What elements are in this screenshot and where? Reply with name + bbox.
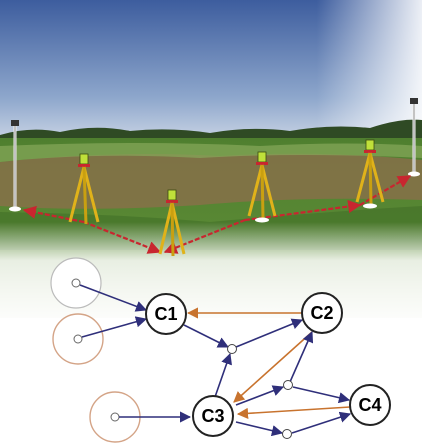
- control-point-c1-label: C1: [154, 304, 177, 324]
- control-point-c3: C3: [192, 395, 234, 437]
- light-field: [0, 143, 422, 162]
- control-point-c3-label: C3: [201, 406, 224, 426]
- survey-pole-icon: [408, 98, 420, 177]
- plowed-field: [0, 153, 422, 209]
- control-point-c4: C4: [349, 384, 391, 426]
- intermediate-point-3: [282, 429, 292, 439]
- edge-c3-p3: [235, 421, 284, 437]
- edge-p2-c2: [289, 330, 314, 383]
- edge-p1-c2: [235, 318, 304, 348]
- known-point-1: [50, 257, 102, 309]
- known-point-2: [52, 313, 104, 365]
- control-point-c4-label: C4: [358, 395, 381, 415]
- sky-edge-fade: [0, 0, 422, 140]
- tripod-total-station-icon: [68, 153, 100, 225]
- tripod-total-station-icon: [158, 189, 186, 257]
- tripod-total-station-icon: [355, 139, 385, 209]
- edge-p2-c4: [292, 386, 351, 404]
- edge-c2-c3: [233, 331, 313, 403]
- edge-kp1-c1: [79, 284, 148, 312]
- edge-c4-c3: [236, 406, 351, 419]
- control-point-c1: C1: [145, 293, 187, 335]
- edge-c3-p2: [235, 385, 285, 406]
- intermediate-point-1: [227, 344, 237, 354]
- survey-pole-icon: [9, 120, 21, 212]
- edge-c1-p1: [183, 324, 230, 348]
- tripod-total-station-icon: [247, 151, 277, 223]
- control-point-c2: C2: [301, 292, 343, 334]
- network-edges: [79, 284, 352, 437]
- edge-c3-p1: [214, 352, 232, 398]
- intermediate-point-2: [283, 380, 293, 390]
- edge-kp2-c1: [81, 316, 148, 338]
- edge-p3-c4: [291, 411, 352, 434]
- control-point-c2-label: C2: [310, 303, 333, 323]
- measurement-lines: [22, 175, 412, 254]
